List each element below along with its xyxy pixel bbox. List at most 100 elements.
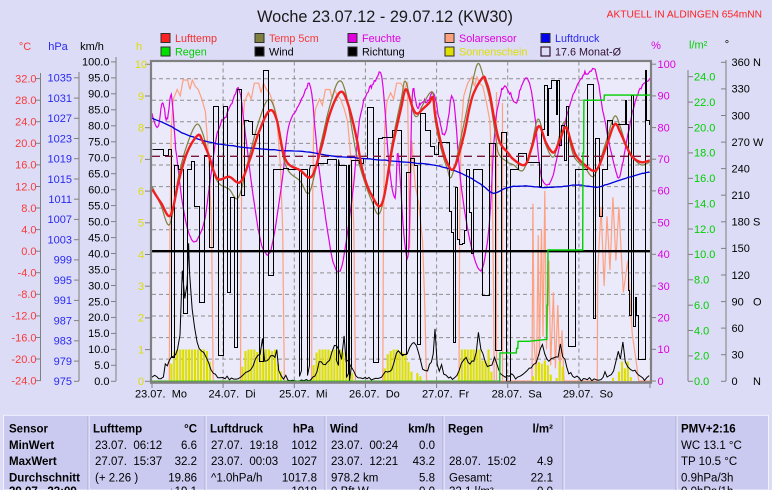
svg-text:2: 2 [138, 313, 144, 325]
svg-text:-20.0: -20.0 [11, 354, 36, 366]
svg-text:MaxWert: MaxWert [9, 456, 57, 468]
svg-text:Luftdruck: Luftdruck [210, 424, 264, 436]
svg-text:240: 240 [732, 163, 750, 175]
svg-text:983: 983 [54, 336, 72, 348]
svg-text:1011: 1011 [48, 194, 72, 206]
svg-text:1035: 1035 [48, 73, 72, 85]
svg-text:10.0: 10.0 [694, 249, 715, 261]
svg-text:65.0: 65.0 [88, 169, 109, 181]
svg-text:5: 5 [138, 218, 144, 230]
svg-text:AKTUELL IN ALDINGEN 654mNN: AKTUELL IN ALDINGEN 654mNN [607, 10, 762, 21]
svg-text:90: 90 [658, 91, 670, 103]
svg-text:Feuchte: Feuchte [362, 33, 401, 45]
svg-text:Richtung: Richtung [362, 47, 405, 59]
svg-text:28.07. Sa: 28.07. Sa [492, 389, 543, 401]
svg-text:MinWert: MinWert [9, 440, 54, 452]
svg-text:23.07. 00:24: 23.07. 00:24 [331, 440, 399, 452]
svg-text:8.0: 8.0 [21, 203, 36, 215]
svg-text:24.07. Di: 24.07. Di [209, 389, 256, 401]
svg-text:hPa: hPa [48, 41, 68, 53]
svg-text:4.9: 4.9 [537, 456, 553, 468]
svg-text:80.0: 80.0 [88, 121, 109, 133]
svg-text:360: 360 [732, 57, 750, 69]
svg-text:22.1: 22.1 [531, 473, 553, 485]
svg-text:28.07. 15:02: 28.07. 15:02 [449, 456, 516, 468]
svg-text:0.0: 0.0 [537, 486, 553, 490]
svg-text:5.0: 5.0 [94, 360, 109, 372]
svg-text:120: 120 [732, 270, 750, 282]
svg-text:17.6 Monat-Ø: 17.6 Monat-Ø [555, 47, 622, 59]
svg-text:6: 6 [138, 186, 144, 198]
svg-text:0: 0 [658, 376, 664, 388]
svg-text:75.0: 75.0 [88, 137, 109, 149]
svg-text:90: 90 [732, 296, 744, 308]
svg-text:14.0: 14.0 [694, 198, 715, 210]
svg-text:22.0: 22.0 [694, 97, 715, 109]
svg-text:27.07. 19:18: 27.07. 19:18 [211, 440, 278, 452]
svg-text:24.0: 24.0 [15, 117, 36, 129]
svg-text:-8.0: -8.0 [18, 289, 37, 301]
svg-text:16.0: 16.0 [15, 160, 36, 172]
svg-text:29.07. So: 29.07. So [563, 389, 613, 401]
svg-text:Temp 5cm: Temp 5cm [269, 33, 319, 45]
svg-text:^1.0hPa/h: ^1.0hPa/h [211, 473, 262, 485]
svg-text:100: 100 [658, 59, 676, 71]
svg-text:45.0: 45.0 [88, 232, 109, 244]
svg-text:22.1 l/m²: 22.1 l/m² [449, 486, 494, 490]
svg-text:978.2 km: 978.2 km [331, 473, 378, 485]
svg-text:1031: 1031 [48, 93, 72, 105]
svg-text:150: 150 [732, 243, 750, 255]
svg-text:330: 330 [732, 84, 750, 96]
svg-text:N: N [753, 57, 761, 69]
svg-text:995: 995 [54, 275, 72, 287]
svg-text:0.0: 0.0 [21, 246, 36, 258]
svg-text:979: 979 [54, 356, 72, 368]
svg-text:1012: 1012 [291, 440, 317, 452]
svg-text:°: ° [725, 39, 729, 51]
svg-text:0.0: 0.0 [694, 376, 709, 388]
svg-text:Regen: Regen [448, 424, 483, 436]
svg-text:60.0: 60.0 [88, 185, 109, 197]
svg-text:1027: 1027 [291, 456, 317, 468]
svg-text:30: 30 [658, 281, 670, 293]
svg-text:-24.0: -24.0 [11, 375, 36, 387]
svg-text:0.0: 0.0 [419, 440, 435, 452]
svg-text:h: h [136, 41, 142, 53]
svg-text:0.0hPa/1h: 0.0hPa/1h [681, 486, 733, 490]
svg-text:S: S [753, 217, 760, 229]
svg-text:0 Bft W: 0 Bft W [331, 486, 369, 490]
svg-text:10: 10 [135, 59, 147, 71]
svg-text:987: 987 [54, 315, 72, 327]
svg-text:km/h: km/h [408, 424, 435, 436]
svg-text:1: 1 [138, 344, 144, 356]
svg-text:Sonnenschein: Sonnenschein [459, 47, 527, 59]
svg-text:50: 50 [658, 217, 670, 229]
svg-text:43.2: 43.2 [413, 456, 435, 468]
svg-text:210: 210 [732, 190, 750, 202]
svg-text:Sensor: Sensor [9, 424, 49, 436]
svg-text:25.07. Mi: 25.07. Mi [279, 389, 327, 401]
svg-text:-4.0: -4.0 [18, 268, 37, 280]
svg-text:60: 60 [732, 323, 744, 335]
svg-text:300: 300 [732, 110, 750, 122]
svg-text:24.0: 24.0 [694, 72, 715, 84]
svg-text:%: % [651, 40, 661, 52]
svg-text:23.07. 00:03: 23.07. 00:03 [211, 456, 278, 468]
svg-text:Luftdruck: Luftdruck [555, 33, 600, 45]
svg-text:25.0: 25.0 [88, 296, 109, 308]
svg-text:27.07. Fr: 27.07. Fr [422, 389, 469, 401]
svg-text:8: 8 [138, 123, 144, 135]
svg-text:7: 7 [138, 154, 144, 166]
svg-text:20.0: 20.0 [694, 122, 715, 134]
svg-text:70.0: 70.0 [88, 153, 109, 165]
svg-text:9: 9 [138, 91, 144, 103]
svg-text:8.0: 8.0 [694, 275, 709, 287]
svg-text:35.0: 35.0 [88, 264, 109, 276]
svg-text:270: 270 [732, 137, 750, 149]
svg-text:32.2: 32.2 [175, 456, 197, 468]
svg-text:0.9hPa/3h: 0.9hPa/3h [681, 473, 733, 485]
svg-text:1003: 1003 [48, 235, 72, 247]
svg-text:1017.8: 1017.8 [282, 473, 317, 485]
svg-text:1015: 1015 [48, 174, 72, 186]
